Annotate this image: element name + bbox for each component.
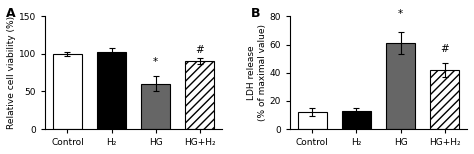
Bar: [342, 111, 371, 129]
Text: *: *: [153, 57, 158, 67]
Text: *: *: [398, 9, 403, 19]
Bar: [53, 54, 82, 129]
Y-axis label: Relative cell viability (%): Relative cell viability (%): [7, 16, 16, 129]
Bar: [97, 52, 126, 129]
Text: A: A: [6, 7, 16, 20]
Text: #: #: [440, 45, 449, 54]
Bar: [141, 84, 170, 129]
Text: B: B: [251, 7, 260, 20]
Text: #: #: [195, 45, 204, 55]
Bar: [386, 43, 415, 129]
Bar: [430, 70, 459, 129]
Y-axis label: LDH release
(% of maximal value): LDH release (% of maximal value): [247, 24, 266, 121]
Bar: [185, 61, 214, 129]
Bar: [298, 112, 327, 129]
